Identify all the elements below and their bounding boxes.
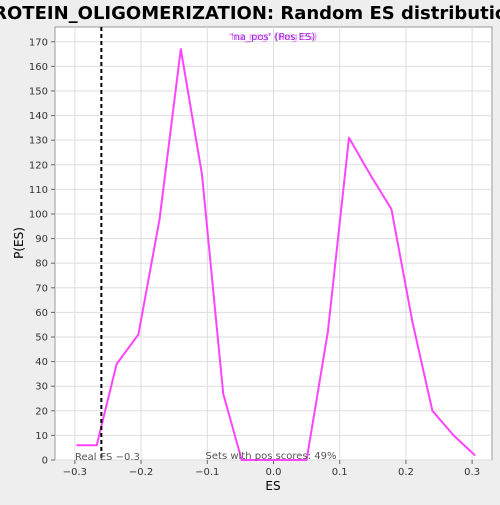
y-tick-label: 100 <box>29 209 48 220</box>
y-tick-label: 130 <box>29 136 48 147</box>
pos-scores-annotation: Sets with pos scores: 49% <box>206 451 337 462</box>
y-tick-label: 40 <box>35 357 48 368</box>
x-tick-label: −0.1 <box>195 467 219 478</box>
series-line <box>76 48 476 461</box>
series-point <box>115 363 118 365</box>
series-point <box>158 218 161 220</box>
x-axis-label: ES <box>265 479 280 493</box>
series-point <box>431 410 434 412</box>
x-tick-label: −0.3 <box>63 467 87 478</box>
y-tick-label: 170 <box>29 37 48 48</box>
series-point <box>222 392 224 395</box>
x-tick-label: 0.1 <box>332 467 348 478</box>
series-layer <box>76 48 476 461</box>
x-tick-label: 0.2 <box>398 467 414 478</box>
axis-ticks: 0 10 20 30 40 50 60 70 80 90 100 110 120 130 140 150 160… <box>29 37 480 478</box>
y-tick-label: 20 <box>35 406 48 417</box>
y-tick-label: 30 <box>35 382 48 393</box>
y-tick-label: 80 <box>35 259 48 270</box>
y-tick-label: 70 <box>35 283 48 294</box>
series-point <box>348 136 350 139</box>
y-tick-label: 50 <box>35 332 48 343</box>
y-tick-label: 120 <box>29 160 48 171</box>
chart-title: PROTEIN_OLIGOMERIZATION: Random ES distr… <box>0 3 500 24</box>
x-tick-label: −0.2 <box>129 467 153 478</box>
real-es-label: Real ES −0.3 <box>75 452 140 463</box>
legend-pos-entry: 'na_pos' (Pos ES) <box>231 32 316 43</box>
y-tick-label: 110 <box>29 185 48 196</box>
y-tick-label: 10 <box>35 431 48 442</box>
series-point <box>411 321 414 324</box>
series-point <box>180 48 182 50</box>
y-tick-label: 60 <box>35 308 48 319</box>
y-tick-label: 0 <box>42 456 48 467</box>
x-tick-label: 0.0 <box>266 467 282 478</box>
series-point <box>369 173 372 176</box>
y-tick-label: 150 <box>29 86 48 97</box>
y-axis-label: P(ES) <box>12 227 26 259</box>
y-tick-label: 160 <box>29 62 48 73</box>
series-point <box>452 434 455 437</box>
series-point <box>474 454 476 456</box>
series-point <box>137 333 140 336</box>
series-point <box>240 459 243 461</box>
series-point <box>95 444 98 447</box>
series-point <box>390 208 393 210</box>
legend-neg-entry: 'na_neg' (Neg ES) <box>229 32 318 43</box>
series-point <box>201 173 203 176</box>
series-point <box>305 459 308 461</box>
grid-lines <box>55 27 492 461</box>
y-tick-label: 90 <box>35 234 48 245</box>
y-tick-label: 140 <box>29 111 48 122</box>
series-point <box>76 444 78 447</box>
series-point <box>327 331 329 333</box>
x-tick-label: 0.3 <box>464 467 480 478</box>
